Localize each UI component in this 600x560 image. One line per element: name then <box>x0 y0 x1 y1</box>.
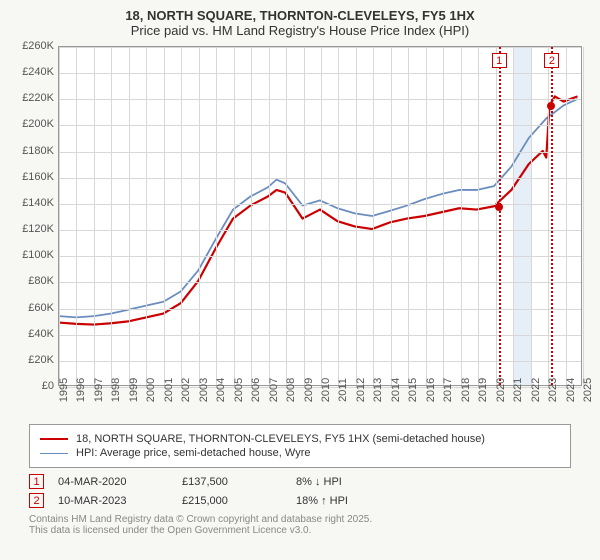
chart-container: 18, NORTH SQUARE, THORNTON-CLEVELEYS, FY… <box>0 0 600 560</box>
legend-label: HPI: Average price, semi-detached house,… <box>76 447 310 459</box>
sale-badge: 1 <box>29 474 44 489</box>
table-row: 2 10-MAR-2023 £215,000 18% ↑ HPI <box>29 493 571 508</box>
legend-label: 18, NORTH SQUARE, THORNTON-CLEVELEYS, FY… <box>76 433 485 445</box>
sale-price: £215,000 <box>182 495 282 507</box>
sale-price: £137,500 <box>182 476 282 488</box>
legend-swatch <box>40 453 68 454</box>
sale-date: 10-MAR-2023 <box>58 495 168 507</box>
plot-area: 12 <box>58 46 582 386</box>
sale-badge: 2 <box>29 493 44 508</box>
sale-date: 04-MAR-2020 <box>58 476 168 488</box>
sale-pct: 8% ↓ HPI <box>296 476 416 488</box>
chart-title: 18, NORTH SQUARE, THORNTON-CLEVELEYS, FY… <box>10 8 590 23</box>
sale-pct: 18% ↑ HPI <box>296 495 416 507</box>
chart-area: 12 £0£20K£40K£60K£80K£100K£120K£140K£160… <box>10 42 590 422</box>
legend-row: 18, NORTH SQUARE, THORNTON-CLEVELEYS, FY… <box>40 433 560 445</box>
legend: 18, NORTH SQUARE, THORNTON-CLEVELEYS, FY… <box>29 424 571 468</box>
legend-swatch <box>40 438 68 440</box>
table-row: 1 04-MAR-2020 £137,500 8% ↓ HPI <box>29 474 571 489</box>
footnote-line: This data is licensed under the Open Gov… <box>29 525 571 536</box>
chart-subtitle: Price paid vs. HM Land Registry's House … <box>10 23 590 38</box>
legend-row: HPI: Average price, semi-detached house,… <box>40 447 560 459</box>
footnote-line: Contains HM Land Registry data © Crown c… <box>29 514 571 525</box>
sales-table: 1 04-MAR-2020 £137,500 8% ↓ HPI 2 10-MAR… <box>29 474 571 508</box>
footnote: Contains HM Land Registry data © Crown c… <box>29 514 571 536</box>
